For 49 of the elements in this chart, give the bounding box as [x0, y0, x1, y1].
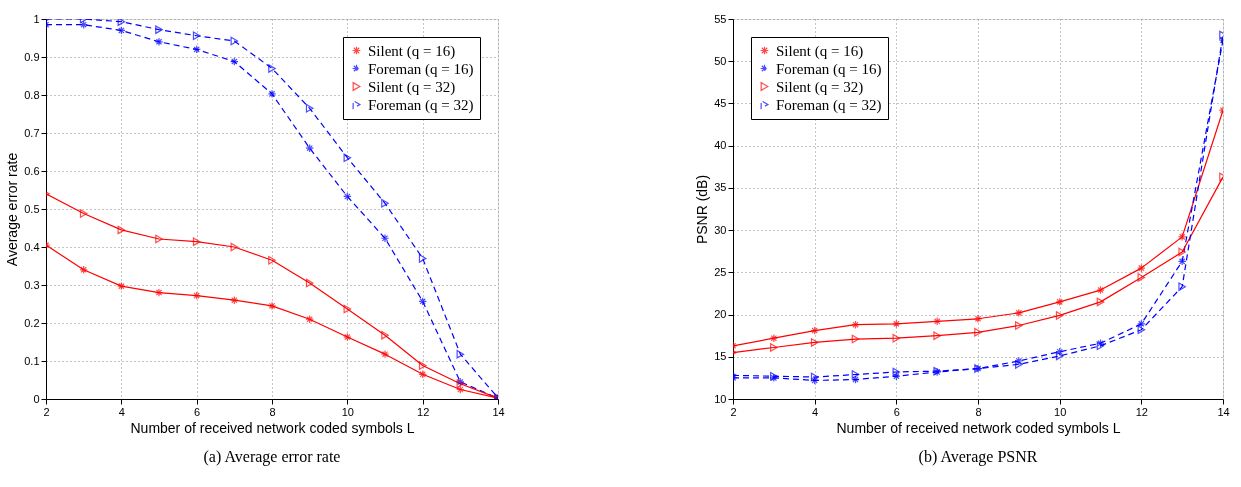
x-tick-label: 10	[341, 405, 354, 418]
legend-label: Silent (q = 16)	[776, 42, 864, 60]
legend-label: Silent (q = 32)	[776, 78, 864, 96]
y-tick-label: 0.3	[24, 278, 40, 291]
y-tick-label: 35	[714, 181, 727, 194]
legend-label: Silent (q = 16)	[368, 42, 456, 60]
y-tick-label: 0.7	[24, 126, 40, 139]
x-tick-label: 8	[975, 405, 982, 418]
x-tick-label: 4	[118, 405, 125, 418]
y-tick-label: 0	[33, 392, 40, 405]
text: (a) Average error rate	[203, 448, 341, 466]
y-tick-label: 40	[714, 139, 727, 152]
y-tick-label: 0.2	[24, 316, 40, 329]
y-tick-label: 0.5	[24, 202, 40, 215]
y-tick-label: 0.9	[24, 50, 40, 63]
y-tick-label: 10	[714, 392, 727, 405]
x-tick-label: 2	[730, 405, 737, 418]
y-tick-label: 15	[714, 350, 727, 363]
x-tick-label: 6	[194, 405, 201, 418]
x-tick-label: 4	[812, 405, 819, 418]
y-tick-label: 20	[714, 308, 727, 321]
y-tick-label: 25	[714, 265, 727, 278]
y-tick-label: 0.8	[24, 88, 40, 101]
x-tick-label: 12	[417, 405, 430, 418]
y-tick-label: 1	[33, 12, 40, 25]
y-tick-label: 30	[714, 223, 727, 236]
x-axis-title: Number of received network coded symbols L	[836, 419, 1121, 436]
y-tick-label: 45	[714, 96, 727, 109]
x-tick-label: 12	[1135, 405, 1148, 418]
x-tick-label: 2	[43, 405, 50, 418]
legend-label: Foreman (q = 32)	[368, 96, 474, 114]
x-tick-label: 14	[1217, 405, 1230, 418]
x-tick-label: 8	[269, 405, 276, 418]
legend-label: Foreman (q = 32)	[776, 96, 882, 114]
legend-label: Silent (q = 32)	[368, 78, 456, 96]
text: (b) Average PSNR	[918, 448, 1038, 466]
y-axis-title: PSNR (dB)	[694, 174, 711, 245]
y-tick-label: 0.1	[24, 354, 40, 367]
y-tick-label: 0.4	[24, 240, 40, 253]
y-tick-label: 55	[714, 12, 727, 25]
y-tick-label: 50	[714, 54, 727, 67]
x-tick-label: 10	[1054, 405, 1067, 418]
x-tick-label: 14	[492, 405, 505, 418]
legend-label: Foreman (q = 16)	[368, 60, 474, 78]
x-tick-label: 6	[893, 405, 900, 418]
y-axis-title: Average error rate	[4, 152, 21, 267]
y-tick-label: 0.6	[24, 164, 40, 177]
legend-label: Foreman (q = 16)	[776, 60, 882, 78]
x-axis-title: Number of received network coded symbols L	[130, 419, 415, 436]
